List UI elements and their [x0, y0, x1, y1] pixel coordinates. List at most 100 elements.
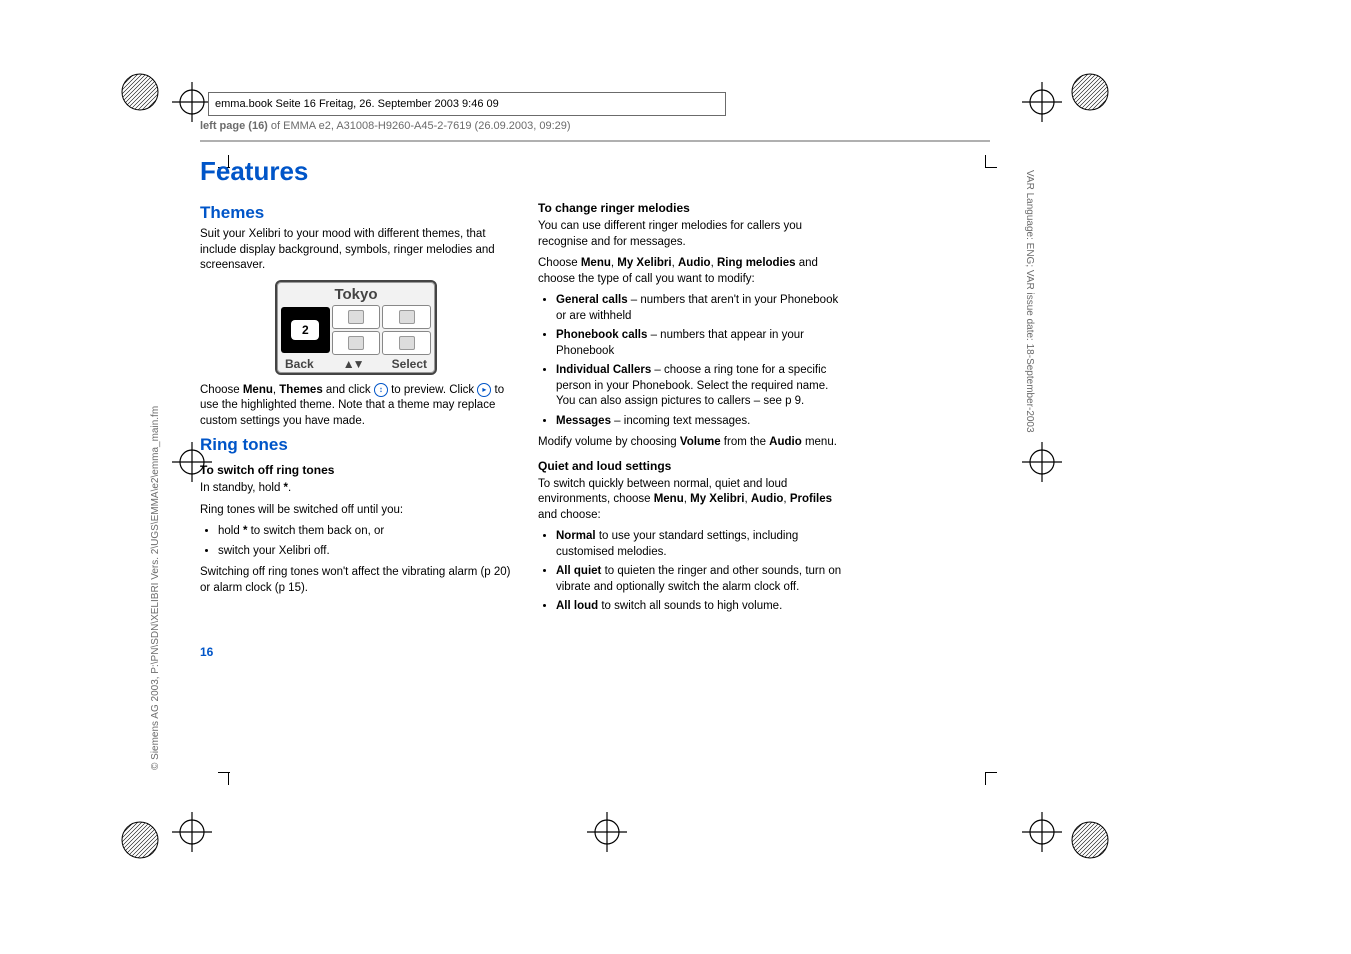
left-column: Themes Suit your Xelibri to your mood wi… — [200, 197, 512, 621]
text: Audio — [751, 493, 784, 505]
ringtones-heading: Ring tones — [200, 435, 512, 455]
change-list: General calls – numbers that aren't in y… — [538, 293, 850, 429]
theme-selected: 2 — [281, 307, 330, 353]
text: . — [288, 482, 291, 494]
text: Audio — [678, 257, 711, 269]
text: and click — [323, 384, 374, 396]
text: General calls — [556, 294, 628, 306]
list-item: hold * to switch them back on, or — [218, 524, 512, 540]
list-item: Normal to use your standard settings, in… — [556, 529, 850, 560]
text: Audio — [769, 436, 802, 448]
change-p2: Choose Menu, My Xelibri, Audio, Ring mel… — [538, 256, 850, 287]
reg-mark-icon — [585, 810, 629, 854]
text: Menu — [581, 257, 611, 269]
crop-tick — [218, 772, 230, 773]
list-item: Phonebook calls – numbers that appear in… — [556, 328, 850, 359]
list-item: switch your Xelibri off. — [218, 544, 512, 560]
thumb-icon — [399, 336, 415, 350]
text: All loud — [556, 600, 598, 612]
updown-icon: ▲▼ — [343, 357, 363, 371]
text: Phonebook calls — [556, 329, 647, 341]
hatch-circle-icon — [120, 820, 160, 860]
text: to switch them back on, or — [247, 525, 384, 537]
text: Messages — [556, 415, 611, 427]
nav-up-icon: ↕ — [374, 383, 388, 397]
screen-title: Tokyo — [281, 286, 431, 303]
reg-mark-icon — [1020, 810, 1064, 854]
text: Profiles — [790, 493, 832, 505]
text: to switch all sounds to high volume. — [598, 600, 782, 612]
text: Choose — [538, 257, 581, 269]
reg-mark-icon — [1020, 80, 1064, 124]
softkey-left: Back — [285, 357, 314, 371]
book-header: emma.book Seite 16 Freitag, 26. Septembe… — [208, 92, 726, 116]
right-column: To change ringer melodies You can use di… — [538, 197, 850, 621]
theme-thumb — [332, 305, 381, 329]
text: and choose: — [538, 509, 601, 521]
thumb-icon — [348, 336, 364, 350]
theme-thumb — [382, 331, 431, 355]
themes-heading: Themes — [200, 203, 512, 223]
theme-thumb — [332, 331, 381, 355]
nav-right-icon: ▸ — [477, 383, 491, 397]
text: menu. — [802, 436, 837, 448]
text: Menu — [654, 493, 684, 505]
text: Volume — [680, 436, 721, 448]
volume-p: Modify volume by choosing Volume from th… — [538, 435, 850, 451]
themes-intro: Suit your Xelibri to your mood with diff… — [200, 227, 512, 274]
text: Menu — [243, 384, 273, 396]
text: My Xelibri — [617, 257, 671, 269]
reg-mark-icon — [170, 810, 214, 854]
list-item: Individual Callers – choose a ring tone … — [556, 363, 850, 410]
text: Ring melodies — [717, 257, 796, 269]
text: My Xelibri — [690, 493, 744, 505]
change-heading: To change ringer melodies — [538, 201, 850, 215]
page-title: Features — [200, 156, 990, 187]
page-header: left page (16) of EMMA e2, A31008-H9260-… — [200, 120, 990, 132]
header-rest: of EMMA e2, A31008-H9260-A45-2-7619 (26.… — [268, 120, 571, 132]
theme-thumb — [382, 305, 431, 329]
quiet-list: Normal to use your standard settings, in… — [538, 529, 850, 615]
softkey-right: Select — [392, 357, 427, 371]
reg-mark-icon — [1020, 440, 1064, 484]
text: Normal — [556, 530, 596, 542]
list-item: All quiet to quieten the ringer and othe… — [556, 564, 850, 595]
text: Themes — [279, 384, 322, 396]
page-number: 16 — [200, 645, 990, 659]
side-text-left: © Siemens AG 2003, P:\PN\SDN\XELIBRI Ver… — [150, 406, 161, 770]
ring-p2: Ring tones will be switched off until yo… — [200, 503, 512, 519]
side-text-right: VAR Language: ENG; VAR issue date: 18-Se… — [1024, 170, 1035, 433]
text: Modify volume by choosing — [538, 436, 680, 448]
text: – incoming text messages. — [611, 415, 750, 427]
speech-bubble-icon: 2 — [291, 320, 319, 340]
quiet-p: To switch quickly between normal, quiet … — [538, 477, 850, 524]
header-prefix: left page (16) — [200, 120, 268, 132]
crop-tick — [985, 772, 997, 773]
hatch-circle-icon — [120, 72, 160, 112]
themes-instruction: Choose Menu, Themes and click ↕ to previ… — [200, 383, 512, 430]
text: hold — [218, 525, 243, 537]
text: to preview. Click — [388, 384, 477, 396]
text: from the — [721, 436, 770, 448]
text: In standby, hold — [200, 482, 284, 494]
list-item: General calls – numbers that aren't in y… — [556, 293, 850, 324]
header-rule — [200, 140, 990, 142]
change-p1: You can use different ringer melodies fo… — [538, 219, 850, 250]
hatch-circle-icon — [1070, 820, 1110, 860]
ring-sub1: To switch off ring tones — [200, 463, 512, 477]
list-item: Messages – incoming text messages. — [556, 414, 850, 430]
phone-screen: Tokyo 2 Back ▲▼ Select — [275, 280, 437, 375]
text: Individual Callers — [556, 364, 651, 376]
text: Choose — [200, 384, 243, 396]
text: All quiet — [556, 565, 601, 577]
quiet-heading: Quiet and loud settings — [538, 459, 850, 473]
list-item: All loud to switch all sounds to high vo… — [556, 599, 850, 615]
ring-p3: Switching off ring tones won't affect th… — [200, 565, 512, 596]
ring-list: hold * to switch them back on, or switch… — [200, 524, 512, 559]
hatch-circle-icon — [1070, 72, 1110, 112]
thumb-icon — [348, 310, 364, 324]
thumb-icon — [399, 310, 415, 324]
page-content: left page (16) of EMMA e2, A31008-H9260-… — [200, 120, 990, 659]
crop-tick — [228, 773, 229, 785]
ring-p1: In standby, hold *. — [200, 481, 512, 497]
